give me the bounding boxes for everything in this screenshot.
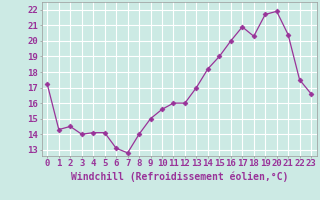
X-axis label: Windchill (Refroidissement éolien,°C): Windchill (Refroidissement éolien,°C) [70,171,288,182]
